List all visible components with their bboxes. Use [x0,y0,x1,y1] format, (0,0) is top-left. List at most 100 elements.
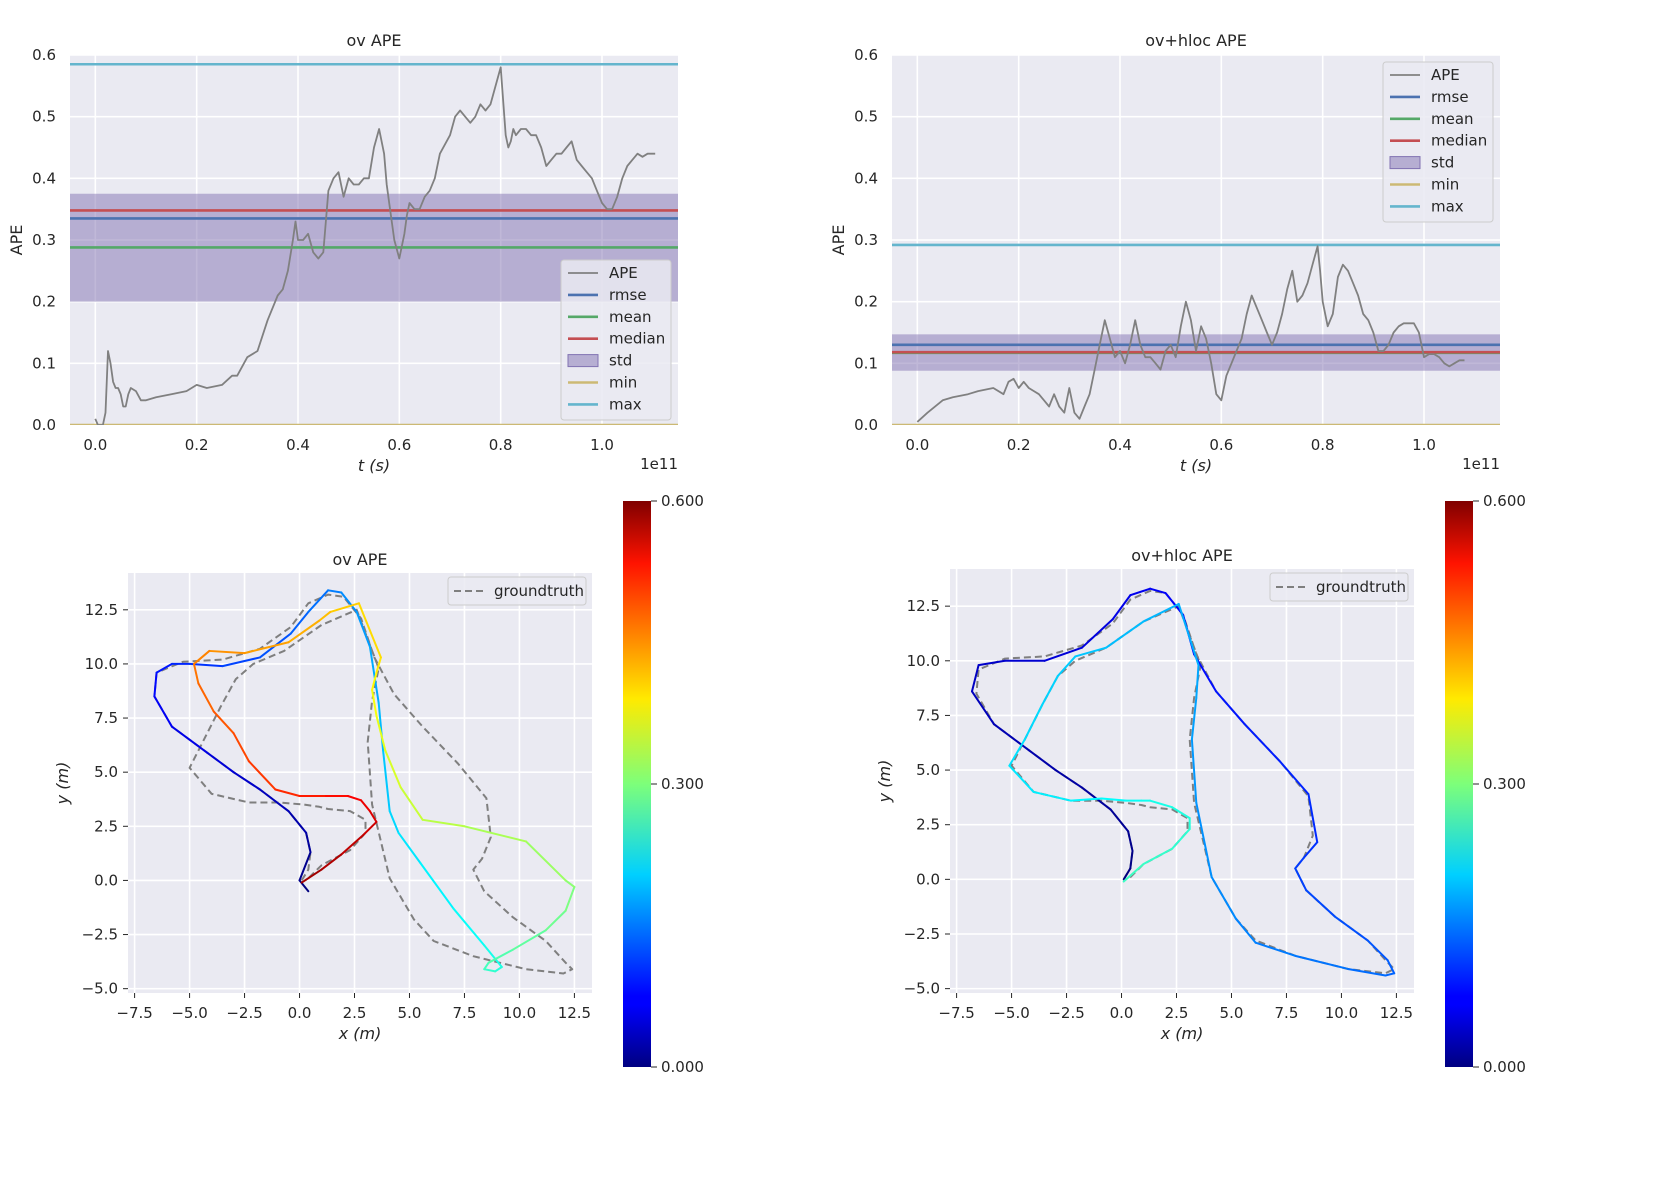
trajectory-segment [287,810,308,834]
legend-label-APE: APE [609,264,638,282]
trajectory-segment [360,799,371,813]
trajectory-segment [1054,769,1083,789]
trajectory-segment [1366,939,1389,962]
y-axis-label: APE [7,225,26,256]
trajectory-segment [1195,801,1213,879]
y-tick-label: 0.4 [854,169,878,187]
legend-label-median: median [609,330,665,348]
trajectory-segment [483,968,497,973]
trajectory-segment [483,944,503,969]
x-tick-label: 10.0 [1325,1004,1358,1022]
legend-label-std: std [1431,154,1454,172]
x-axis-label: t (s) [1180,456,1212,475]
legend-label-min: min [609,374,637,392]
trajectory-segment [155,662,173,674]
x-tick-label: 0.8 [1311,436,1335,454]
trajectory-plot-ov: −7.5 −5.0 −2.5 0.0 2.5 5.0 7.5 10.0 12.5 −5.0 −2.5… [53,492,704,1076]
trajectory-segment [371,688,378,717]
legend-label-mean: mean [1431,110,1474,128]
trajectory-segment [232,771,261,791]
y-tick-label: 0.0 [94,871,118,889]
colorbar-gradient [623,501,651,1067]
colorbar-tick-label: 0.300 [1483,775,1526,793]
trajectory-segment [494,966,503,973]
trajectory-segment [307,589,330,613]
legend-label-max: max [609,395,642,413]
x-tick-label: 12.5 [1380,1004,1413,1022]
legend-swatch-std [1389,156,1421,170]
trajectory-segment [1294,867,1308,892]
colorbar-tick-label: 0.000 [1483,1058,1526,1076]
legend-frame [447,576,587,606]
y-tick-label: 7.5 [94,709,118,727]
x-tick-label: 0.6 [1209,436,1233,454]
x-tick-label: −5.0 [993,1004,1029,1022]
groundtruth-path [153,593,574,975]
x-tick-label: −7.5 [116,1004,152,1022]
trajectory-segment [289,610,310,635]
trajectory-segment [1008,738,1026,767]
y-axis-label: APE [829,225,848,256]
legend-swatch-std [567,354,599,368]
trajectory-segment [212,710,235,735]
trajectory-segment [375,714,387,752]
trajectory-segment [170,725,209,754]
plot-area [128,573,592,993]
trajectory-segment [362,820,378,836]
trajectory-segment [1210,876,1237,920]
y-tick-label: 0.1 [854,354,878,372]
y-tick-label: 0.4 [32,169,56,187]
x-tick-label: −2.5 [1048,1004,1084,1022]
ape-timeseries-ov-hloc: 0.0 0.2 0.4 0.6 0.8 1.0 0.0 0.1 0.2 0.3 0.4 0.5 0.6 o… [829,31,1500,475]
plot-area [950,569,1414,993]
y-tick-label: 12.5 [907,597,940,615]
trajectory-segment [421,818,466,828]
trajectory-segment [1254,941,1297,957]
trajectory-segment [192,662,200,685]
x-tick-label: 1.0 [1412,436,1436,454]
plot-content [153,589,576,975]
trajectory-segment [1171,828,1191,850]
trajectory-segment [1171,806,1191,820]
trajectory-segment [1069,797,1103,802]
trajectory-segment [1243,723,1281,763]
colorbar: 0.000 0.300 0.600 [623,492,704,1076]
trajectory-segment [1109,808,1130,833]
trajectory-segment [977,659,1006,667]
x-tick-label: 0.0 [905,436,929,454]
ape-timeseries-ov: 0.0 0.2 0.4 0.6 0.8 1.0 0.0 0.1 0.2 0.3 0.4 0.5 0.6 o… [7,31,678,475]
legend: APE rmse mean median std min max [560,259,672,421]
trajectory-segment [1384,972,1396,977]
legend-label-median: median [1431,132,1487,150]
y-tick-label: −2.5 [904,925,940,943]
trajectory-segment [452,907,486,947]
y-tick-label: 12.5 [85,601,118,619]
legend-label-min: min [1431,176,1459,194]
trajectory-segment [1129,849,1134,870]
legend: groundtruth [447,576,587,606]
trajectory-segment [525,840,567,882]
trajectory-segment [1190,738,1198,804]
colorbar-tick-label: 0.300 [661,775,704,793]
trajectory-segment [153,671,158,698]
trajectory-segment [208,649,246,655]
trajectory-segment [419,862,455,910]
plot-content [970,587,1396,977]
trajectory-segment [1215,690,1246,726]
y-tick-label: 2.5 [94,817,118,835]
trajectory-segment [1234,917,1257,944]
x-axis-label: x (m) [1160,1024,1204,1043]
trajectory-segment [1127,830,1134,852]
legend: groundtruth [1269,572,1409,602]
y-tick-label: 0.6 [854,46,878,64]
trajectory-plot-ov-hloc: −7.5 −5.0 −2.5 0.0 2.5 5.0 7.5 10.0 12.5 −5.0 −2.5… [875,492,1526,1076]
legend-label-max: max [1431,197,1464,215]
plot-content [892,243,1500,425]
trajectory-segment [1294,954,1350,970]
ape-series-line [94,66,656,425]
trajectory-segment [197,682,215,713]
y-tick-label: 0.0 [32,416,56,434]
trajectory-segment [221,656,261,668]
x-tick-label: 0.2 [1007,436,1031,454]
legend-label-mean: mean [609,308,652,326]
